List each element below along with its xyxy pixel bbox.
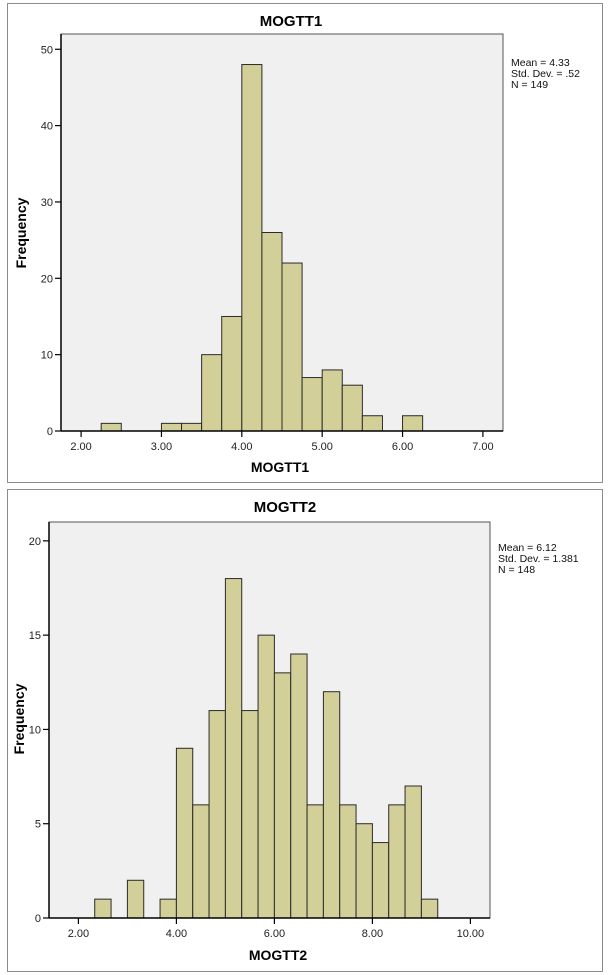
histogram-bar bbox=[361, 415, 383, 432]
x-tick-label: 10.00 bbox=[457, 928, 485, 940]
histogram-bar bbox=[322, 691, 341, 919]
histogram-bar bbox=[388, 804, 406, 919]
y-tick-label: 15 bbox=[29, 630, 41, 642]
axes bbox=[60, 34, 503, 432]
x-tick-label: 4.00 bbox=[166, 928, 187, 940]
bars bbox=[100, 64, 424, 432]
histogram-bar bbox=[402, 415, 424, 432]
histogram-bar bbox=[273, 672, 292, 919]
stat-std-dev: Std. Dev. = 1.381 bbox=[498, 553, 579, 565]
histogram-bar bbox=[257, 634, 275, 919]
x-tick-label: 7.00 bbox=[472, 441, 493, 453]
histogram-bar bbox=[181, 422, 203, 432]
histogram-bar bbox=[208, 710, 226, 919]
histogram-bar bbox=[261, 232, 283, 432]
x-tick-label: 2.00 bbox=[68, 928, 89, 940]
stat-n: N = 149 bbox=[511, 79, 548, 91]
chart-title: MOGTT1 bbox=[260, 13, 323, 30]
histogram-bar bbox=[192, 804, 210, 919]
histogram-panel-mogtt1: MOGTT1 0 10 20 30 40 50 2.00 3.00 4.00 5.00 6.00 7… bbox=[7, 3, 603, 483]
x-ticks: 2.00 4.00 6.00 8.00 10.00 bbox=[68, 918, 484, 940]
y-axis-title: Frequency bbox=[13, 197, 29, 268]
x-tick-label: 4.00 bbox=[231, 441, 252, 453]
histogram-bar bbox=[159, 898, 177, 919]
histogram-bar bbox=[175, 747, 194, 919]
x-tick-label: 5.00 bbox=[311, 441, 332, 453]
x-tick-label: 2.00 bbox=[70, 441, 91, 453]
histogram-bar bbox=[224, 578, 243, 919]
y-tick-label: 50 bbox=[41, 44, 53, 56]
histogram-mogtt1: MOGTT1 0 10 20 30 40 50 2.00 3.00 4.00 5.00 6.00 7… bbox=[13, 13, 580, 475]
y-tick-label: 10 bbox=[29, 724, 41, 736]
histogram-bar bbox=[371, 842, 390, 919]
x-ticks: 2.00 3.00 4.00 5.00 6.00 7.00 bbox=[70, 431, 494, 453]
histogram-mogtt2: MOGTT2 0 5 10 15 20 2.00 4.00 6.00 8.00 10.00 Fr… bbox=[11, 499, 579, 963]
histogram-bar bbox=[126, 879, 145, 919]
y-axis-title: Frequency bbox=[11, 683, 27, 754]
x-tick-label: 6.00 bbox=[392, 441, 413, 453]
histogram-bar bbox=[241, 64, 263, 432]
histogram-bar bbox=[221, 315, 243, 432]
stat-mean: Mean = 4.33 bbox=[511, 57, 570, 69]
x-tick-label: 6.00 bbox=[264, 928, 285, 940]
histogram-bar bbox=[306, 804, 324, 919]
histogram-panel-mogtt2: MOGTT2 0 5 10 15 20 2.00 4.00 6.00 8.00 10.00 Fr… bbox=[7, 489, 603, 972]
histogram-bar bbox=[321, 369, 343, 432]
histogram-bar bbox=[160, 422, 183, 432]
axes bbox=[48, 522, 490, 919]
y-ticks: 0 5 10 15 20 bbox=[29, 536, 49, 925]
y-tick-label: 30 bbox=[41, 197, 53, 209]
histogram-bar bbox=[290, 653, 308, 919]
y-tick-label: 20 bbox=[29, 536, 41, 548]
histogram-bar bbox=[355, 823, 373, 919]
x-tick-label: 3.00 bbox=[151, 441, 172, 453]
y-ticks: 0 10 20 30 40 50 bbox=[41, 44, 61, 438]
histogram-bar bbox=[94, 898, 112, 919]
histogram-bar bbox=[341, 384, 363, 432]
histogram-bar bbox=[420, 898, 439, 919]
histogram-bar bbox=[301, 377, 323, 432]
bars bbox=[94, 578, 439, 919]
chart-title: MOGTT2 bbox=[254, 499, 317, 516]
y-tick-label: 5 bbox=[35, 819, 41, 831]
x-tick-label: 8.00 bbox=[362, 928, 383, 940]
y-tick-label: 40 bbox=[41, 121, 53, 133]
x-axis-title: MOGTT1 bbox=[251, 459, 310, 475]
y-tick-label: 0 bbox=[47, 426, 53, 438]
stat-mean: Mean = 6.12 bbox=[498, 542, 557, 554]
y-tick-label: 0 bbox=[35, 913, 41, 925]
histogram-bar bbox=[201, 354, 223, 432]
histogram-bar bbox=[339, 804, 357, 919]
y-tick-label: 10 bbox=[41, 350, 53, 362]
stat-n: N = 148 bbox=[498, 564, 535, 576]
x-axis-title: MOGTT2 bbox=[249, 947, 308, 963]
histogram-bar bbox=[100, 422, 122, 432]
histogram-bar bbox=[241, 710, 259, 919]
histogram-bar bbox=[404, 785, 422, 919]
y-tick-label: 20 bbox=[41, 273, 53, 285]
stat-std-dev: Std. Dev. = .52 bbox=[511, 68, 580, 80]
histogram-bar bbox=[281, 262, 303, 432]
